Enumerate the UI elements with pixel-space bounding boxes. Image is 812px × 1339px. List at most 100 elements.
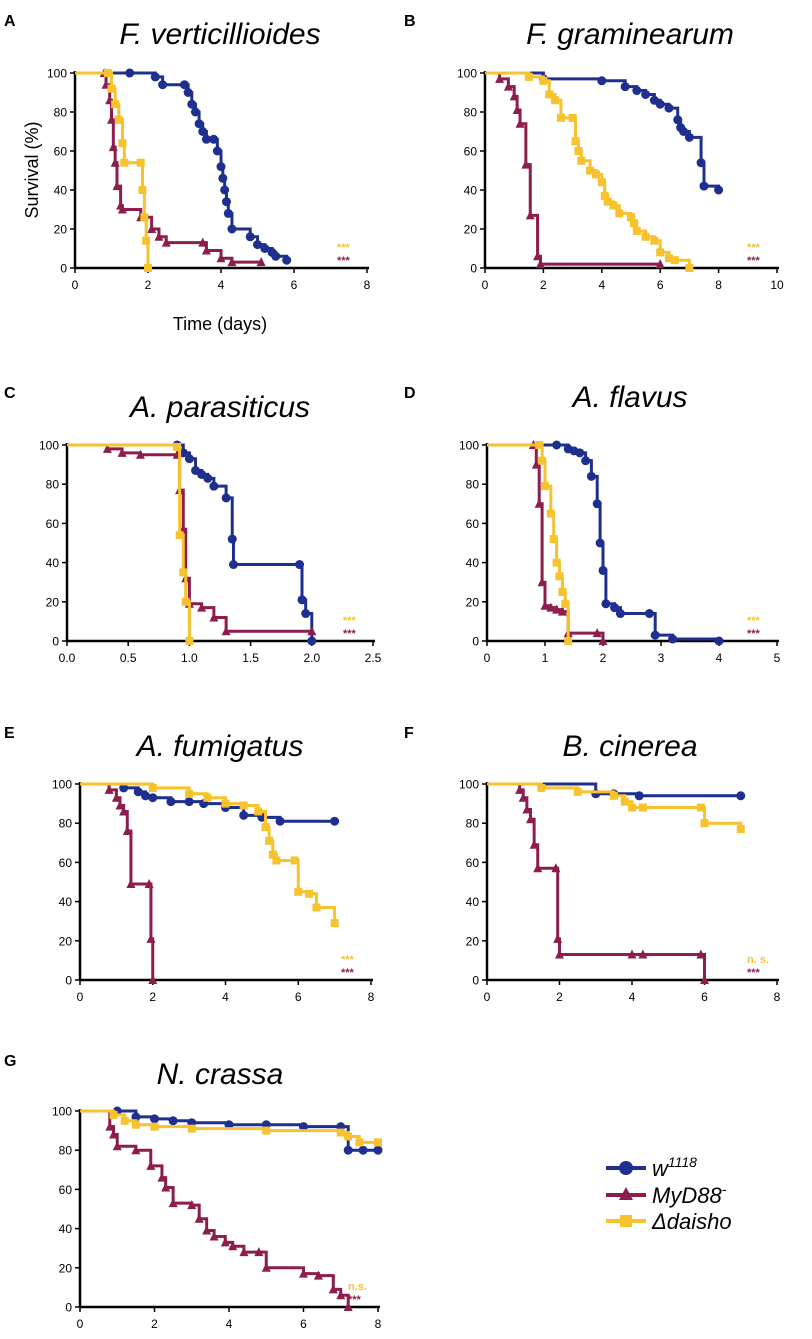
marker-daisho-b xyxy=(551,96,560,105)
marker-daisho-a xyxy=(120,158,129,167)
marker-w1118-g xyxy=(299,1122,308,1132)
marker-daisho-b xyxy=(568,113,577,122)
marker-myd88-a xyxy=(201,245,211,255)
panel-title-e: A. fumigatus xyxy=(135,730,304,763)
marker-daisho-a xyxy=(103,69,112,77)
marker-myd88-c xyxy=(307,626,317,636)
y-tick-label-f: 80 xyxy=(466,817,480,831)
marker-myd88-f xyxy=(529,839,539,849)
marker-myd88-c xyxy=(117,447,127,457)
y-tick-label-c: 80 xyxy=(46,478,60,492)
panel-f: F B. cinerea 0 20 40 60 80 100 0 2 4 6 8 n. s.*** xyxy=(404,725,781,1004)
marker-w1118-d xyxy=(714,636,724,646)
significance-daisho-e: *** xyxy=(341,954,355,966)
marker-daisho-e xyxy=(185,789,194,798)
x-tick-label-a: 6 xyxy=(291,278,298,292)
marker-myd88-a xyxy=(198,237,208,247)
marker-daisho-e xyxy=(305,889,314,898)
x-tick-label-g: 6 xyxy=(300,1317,307,1331)
marker-w1118-e xyxy=(184,797,194,807)
x-tick-label-c: 2.5 xyxy=(365,651,382,665)
marker-daisho-f xyxy=(620,797,629,806)
marker-w1118-b xyxy=(664,103,674,113)
marker-myd88-d xyxy=(592,628,602,638)
marker-daisho-e xyxy=(290,856,299,865)
significance-myd88-g: *** xyxy=(348,1294,362,1306)
x-tick-label-d: 3 xyxy=(658,651,665,665)
marker-daisho-b xyxy=(650,236,659,245)
marker-daisho-e xyxy=(203,793,212,802)
marker-myd88-c xyxy=(197,602,207,612)
marker-w1118-a xyxy=(271,251,281,261)
marker-daisho-d xyxy=(549,535,558,544)
marker-daisho-f xyxy=(573,787,582,796)
marker-daisho-e xyxy=(254,807,263,816)
marker-w1118-b xyxy=(673,115,683,125)
marker-daisho-e xyxy=(261,823,270,832)
marker-daisho-g xyxy=(109,1110,118,1119)
marker-daisho-e xyxy=(294,887,303,896)
marker-daisho-b xyxy=(632,226,641,235)
marker-myd88-e xyxy=(144,878,154,888)
x-tick-label-a: 4 xyxy=(218,278,225,292)
marker-w1118-d xyxy=(552,440,562,450)
series-line-myd88-g xyxy=(80,1109,350,1307)
x-tick-label-g: 4 xyxy=(226,1317,233,1331)
marker-myd88-b xyxy=(515,118,525,128)
marker-myd88-g xyxy=(146,1160,156,1170)
marker-myd88-a xyxy=(227,257,237,267)
marker-daisho-a xyxy=(142,236,151,245)
marker-w1118-e xyxy=(119,783,129,793)
marker-daisho-g xyxy=(262,1126,271,1135)
marker-daisho-a xyxy=(114,115,123,124)
y-tick-label-g: 40 xyxy=(59,1222,73,1236)
y-tick-label-b: 20 xyxy=(464,223,478,237)
panel-title-f: B. cinerea xyxy=(562,730,697,763)
x-tick-label-b: 10 xyxy=(770,278,784,292)
x-tick-label-a: 8 xyxy=(364,278,371,292)
x-tick-label-b: 0 xyxy=(482,278,489,292)
marker-daisho-a xyxy=(136,158,145,167)
marker-myd88-b xyxy=(509,91,519,101)
marker-daisho-b xyxy=(539,76,548,85)
series-line-myd88-e xyxy=(80,782,155,980)
x-tick-label-e: 8 xyxy=(368,990,375,1004)
significance-daisho-f: n. s. xyxy=(747,954,769,966)
marker-myd88-e xyxy=(146,933,156,943)
marker-daisho-b xyxy=(591,170,600,179)
marker-myd88-g xyxy=(313,1270,323,1280)
marker-myd88-e xyxy=(126,878,136,888)
marker-myd88-g xyxy=(168,1198,178,1208)
marker-w1118-a xyxy=(260,244,270,253)
marker-myd88-d xyxy=(537,577,547,587)
marker-myd88-g xyxy=(239,1247,249,1257)
marker-w1118-a xyxy=(180,80,189,90)
marker-daisho-b xyxy=(556,113,565,122)
marker-daisho-e xyxy=(330,919,339,928)
y-tick-label-e: 0 xyxy=(65,974,72,988)
y-tick-label-d: 80 xyxy=(466,478,480,492)
marker-daisho-f xyxy=(736,825,745,834)
y-tick-label-c: 60 xyxy=(46,517,60,531)
marker-daisho-d xyxy=(535,441,544,449)
marker-daisho-b xyxy=(603,197,612,206)
panel-g: G N. crassa 0 20 40 60 80 100 0 2 4 6 8 n.s.*** xyxy=(4,1053,383,1331)
marker-w1118-d xyxy=(592,499,602,509)
marker-myd88-b xyxy=(655,259,665,269)
marker-daisho-d xyxy=(552,558,561,567)
marker-w1118-a xyxy=(245,232,255,242)
marker-myd88-a xyxy=(256,257,266,267)
marker-w1118-a xyxy=(158,80,168,90)
marker-daisho-f xyxy=(628,803,636,812)
marker-myd88-g xyxy=(336,1290,346,1300)
legend-marker-w1118 xyxy=(619,1161,633,1175)
y-tick-label-a: 40 xyxy=(54,184,68,198)
x-axis-label: Time (days) xyxy=(173,314,267,334)
marker-daisho-e xyxy=(148,783,157,792)
marker-myd88-g xyxy=(299,1268,308,1278)
marker-myd88-c xyxy=(102,443,112,453)
marker-myd88-e xyxy=(115,800,125,810)
y-tick-label-c: 20 xyxy=(46,595,60,609)
marker-myd88-a xyxy=(110,157,120,167)
